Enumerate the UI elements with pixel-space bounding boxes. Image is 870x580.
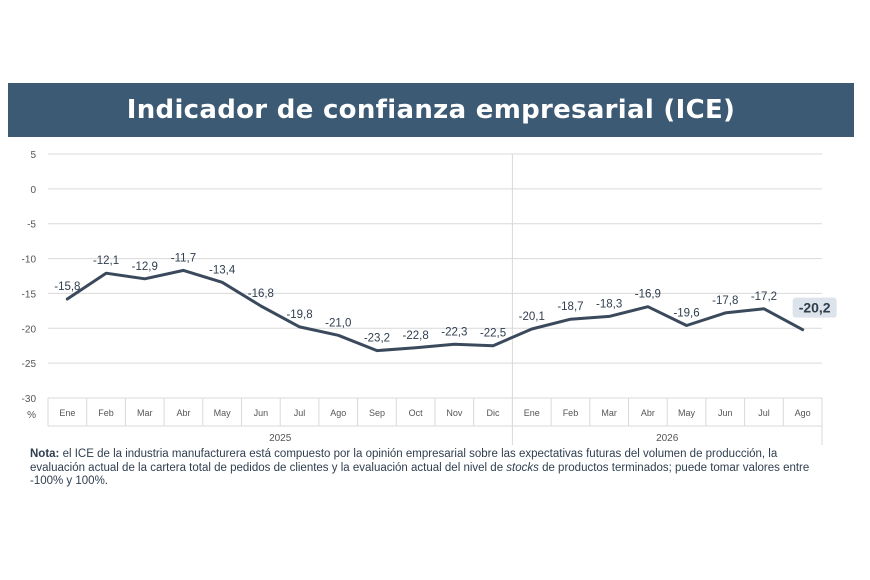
year-label: 2026 — [656, 433, 679, 444]
y-tick-label: 0 — [30, 185, 36, 196]
data-label: -21,0 — [325, 317, 351, 329]
y-tick-label: -15 — [22, 289, 37, 300]
x-tick-label: May — [214, 408, 232, 418]
x-tick-label: Feb — [98, 408, 114, 418]
data-label: -11,7 — [171, 252, 196, 264]
year-label: 2025 — [269, 433, 292, 444]
x-tick-label: Mar — [137, 408, 153, 418]
footnote: Nota: el ICE de la industria manufacture… — [30, 448, 820, 489]
x-tick-label: Ene — [524, 408, 540, 418]
data-label: -18,7 — [557, 301, 583, 313]
x-tick-label: Nov — [446, 408, 463, 418]
data-label: -20,1 — [519, 311, 545, 323]
y-tick-label: 5 — [30, 150, 36, 161]
footnote-label: Nota: — [30, 448, 60, 460]
x-tick-label: Ago — [330, 408, 346, 418]
line-chart: 5 0 -5 -10 -15 -20 -25 -30% 2025 2026 Ene Feb Mar Abr… — [22, 150, 837, 445]
footnote-text-2: de productos terminados; puede tomar val… — [30, 461, 810, 488]
x-tick-label: Abr — [641, 408, 655, 418]
footnote-emphasis: stocks — [506, 461, 539, 474]
y-tick-label: -25 — [22, 359, 37, 370]
x-tick-label: Sep — [369, 408, 385, 418]
data-label: -19,6 — [673, 307, 699, 319]
y-tick-label: -5 — [27, 220, 36, 231]
y-tick-label: -30 — [22, 394, 37, 405]
footnote-text-1: el ICE de la industria manufacturera est… — [30, 448, 778, 474]
data-label: -22,8 — [403, 330, 429, 342]
data-label: -22,5 — [480, 328, 506, 340]
x-tick-label: Abr — [176, 408, 190, 418]
x-tick-label: Jun — [718, 408, 733, 418]
chart-title: Indicador de confianza empresarial (ICE) — [126, 95, 736, 125]
data-label: -16,8 — [248, 288, 274, 300]
data-label: -17,8 — [712, 295, 738, 307]
data-label: -19,8 — [286, 309, 312, 321]
y-tick-label: -20 — [22, 324, 37, 335]
x-tick-label: Mar — [601, 408, 617, 418]
chart-title-banner: Indicador de confianza empresarial (ICE) — [8, 83, 854, 137]
data-label: -12,9 — [132, 261, 158, 273]
x-tick-label: Jul — [758, 408, 770, 418]
series-line — [65, 268, 805, 353]
data-label: -17,2 — [751, 291, 777, 303]
data-label-highlight: -20,2 — [799, 300, 831, 316]
highlight-badge — [792, 297, 837, 318]
data-label: -12,1 — [93, 255, 119, 267]
x-tick-label: Dic — [487, 408, 500, 418]
data-label: -22,3 — [441, 326, 467, 338]
data-label: -15,8 — [54, 281, 80, 293]
x-tick-label: Ene — [59, 408, 75, 418]
x-tick-label: Oct — [409, 408, 424, 418]
data-label: -13,4 — [209, 264, 236, 276]
x-tick-label: Feb — [563, 408, 579, 418]
data-label: -16,9 — [635, 289, 661, 301]
x-tick-label: May — [678, 408, 696, 418]
data-label: -23,2 — [364, 333, 390, 345]
x-tick-label: Jun — [254, 408, 269, 418]
y-tick-label: -10 — [22, 255, 37, 266]
x-tick-label: Ago — [795, 408, 811, 418]
x-tick-label: Jul — [294, 408, 306, 418]
y-unit-label: % — [27, 410, 36, 421]
data-label: -18,3 — [596, 298, 622, 310]
